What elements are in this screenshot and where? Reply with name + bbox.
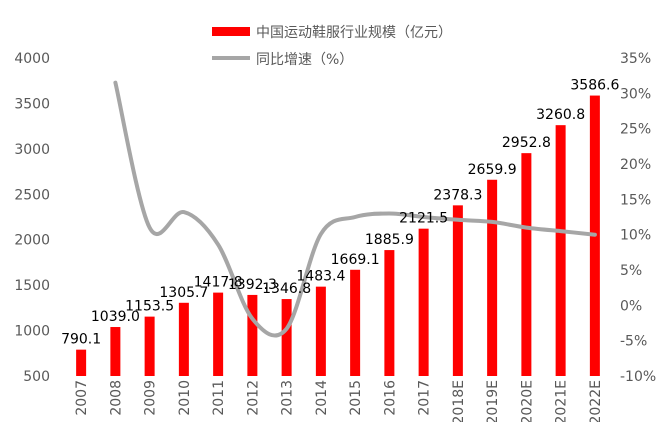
bar bbox=[281, 299, 292, 376]
x-tick-label: 2016 bbox=[382, 380, 398, 416]
bar-value-label: 1483.4 bbox=[296, 269, 345, 285]
left-tick-label: 2500 bbox=[14, 187, 50, 203]
left-tick-label: 3000 bbox=[14, 142, 50, 158]
bar bbox=[247, 294, 258, 376]
x-tick-label: 2011 bbox=[211, 380, 227, 416]
bar bbox=[384, 250, 395, 376]
x-tick-label: 2007 bbox=[74, 380, 90, 416]
left-tick-label: 500 bbox=[23, 369, 50, 385]
left-tick-label: 1000 bbox=[14, 324, 50, 340]
x-tick-label: 2015 bbox=[348, 380, 364, 416]
x-tick-label: 2010 bbox=[177, 380, 193, 416]
right-tick-label: 15% bbox=[620, 192, 651, 208]
right-tick-label: 10% bbox=[620, 228, 651, 244]
right-tick-label: 25% bbox=[620, 122, 651, 138]
bar-value-label: 2378.3 bbox=[433, 187, 482, 203]
x-tick-label: 2018E bbox=[451, 380, 467, 422]
bar bbox=[315, 286, 326, 376]
bar-value-label: 2952.8 bbox=[502, 135, 551, 151]
bar bbox=[487, 179, 498, 376]
x-tick-label: 2014 bbox=[314, 380, 330, 416]
legend-bar-swatch bbox=[212, 27, 250, 36]
line-series bbox=[113, 80, 597, 338]
right-tick-label: 20% bbox=[620, 157, 651, 173]
bar bbox=[144, 316, 155, 376]
bar bbox=[418, 228, 429, 376]
bar bbox=[76, 349, 87, 376]
bar-value-label: 3260.8 bbox=[536, 107, 585, 123]
x-tick-label: 2008 bbox=[108, 380, 124, 416]
bar-value-label: 2659.9 bbox=[468, 162, 517, 178]
bar bbox=[178, 302, 189, 376]
bar-value-label: 1153.5 bbox=[125, 299, 174, 315]
left-tick-label: 2000 bbox=[14, 233, 50, 249]
right-tick-label: 5% bbox=[620, 263, 642, 279]
x-tick-label: 2017 bbox=[417, 380, 433, 416]
bar-value-label: 1885.9 bbox=[365, 232, 414, 248]
left-tick-label: 3500 bbox=[14, 96, 50, 112]
left-axis: 500 1000 1500 2000 2500 3000 3500 4000 bbox=[14, 51, 50, 385]
legend-line-label: 同比增速（%） bbox=[256, 52, 353, 68]
x-tick-label: 2012 bbox=[245, 380, 261, 416]
x-tick-label: 2020E bbox=[519, 380, 535, 422]
bar bbox=[213, 292, 224, 376]
right-tick-label: -10% bbox=[620, 369, 656, 385]
x-tick-label: 2022E bbox=[588, 380, 604, 422]
right-axis: -10% -5% 0% 5% 10% 15% 20% 25% 30% 35% bbox=[620, 51, 656, 385]
bar-value-label: 1669.1 bbox=[331, 252, 380, 268]
bar-value-label: 1305.7 bbox=[159, 285, 208, 301]
legend: 中国运动鞋服行业规模（亿元） 同比增速（%） bbox=[212, 25, 452, 68]
bar-value-label: 3586.6 bbox=[570, 78, 619, 94]
bar-value-label: 2121.5 bbox=[399, 211, 448, 227]
bar-value-label: 1039.0 bbox=[91, 309, 140, 325]
legend-bar-label: 中国运动鞋服行业规模（亿元） bbox=[256, 25, 452, 41]
x-axis: 2007 2008 2009 2010 2011 2012 2013 2014 2015 2016… bbox=[74, 380, 604, 425]
x-tick-label: 2019E bbox=[485, 380, 501, 422]
growth-line bbox=[113, 80, 597, 338]
bar-value-label: 1417.8 bbox=[194, 275, 243, 291]
left-tick-label: 4000 bbox=[14, 51, 50, 67]
x-tick-label: 2021E bbox=[554, 380, 570, 422]
bar bbox=[555, 125, 566, 377]
right-tick-label: 35% bbox=[620, 51, 651, 67]
bar-value-label: 1392.3 bbox=[228, 277, 277, 293]
bar-value-label: 790.1 bbox=[61, 332, 101, 348]
bar bbox=[521, 153, 532, 376]
bar bbox=[350, 269, 361, 376]
left-tick-label: 1500 bbox=[14, 278, 50, 294]
right-tick-label: 0% bbox=[620, 298, 642, 314]
x-tick-label: 2013 bbox=[280, 380, 296, 416]
bar-data-labels: 790.1 1039.01153.51305.71417.81392.31346.… bbox=[61, 78, 619, 348]
right-tick-label: -5% bbox=[620, 334, 647, 350]
right-tick-label: 30% bbox=[620, 86, 651, 102]
bar-value-label: 1346.8 bbox=[262, 281, 311, 297]
x-tick-label: 2009 bbox=[143, 380, 159, 416]
bar bbox=[110, 327, 121, 376]
bar bbox=[452, 205, 463, 376]
